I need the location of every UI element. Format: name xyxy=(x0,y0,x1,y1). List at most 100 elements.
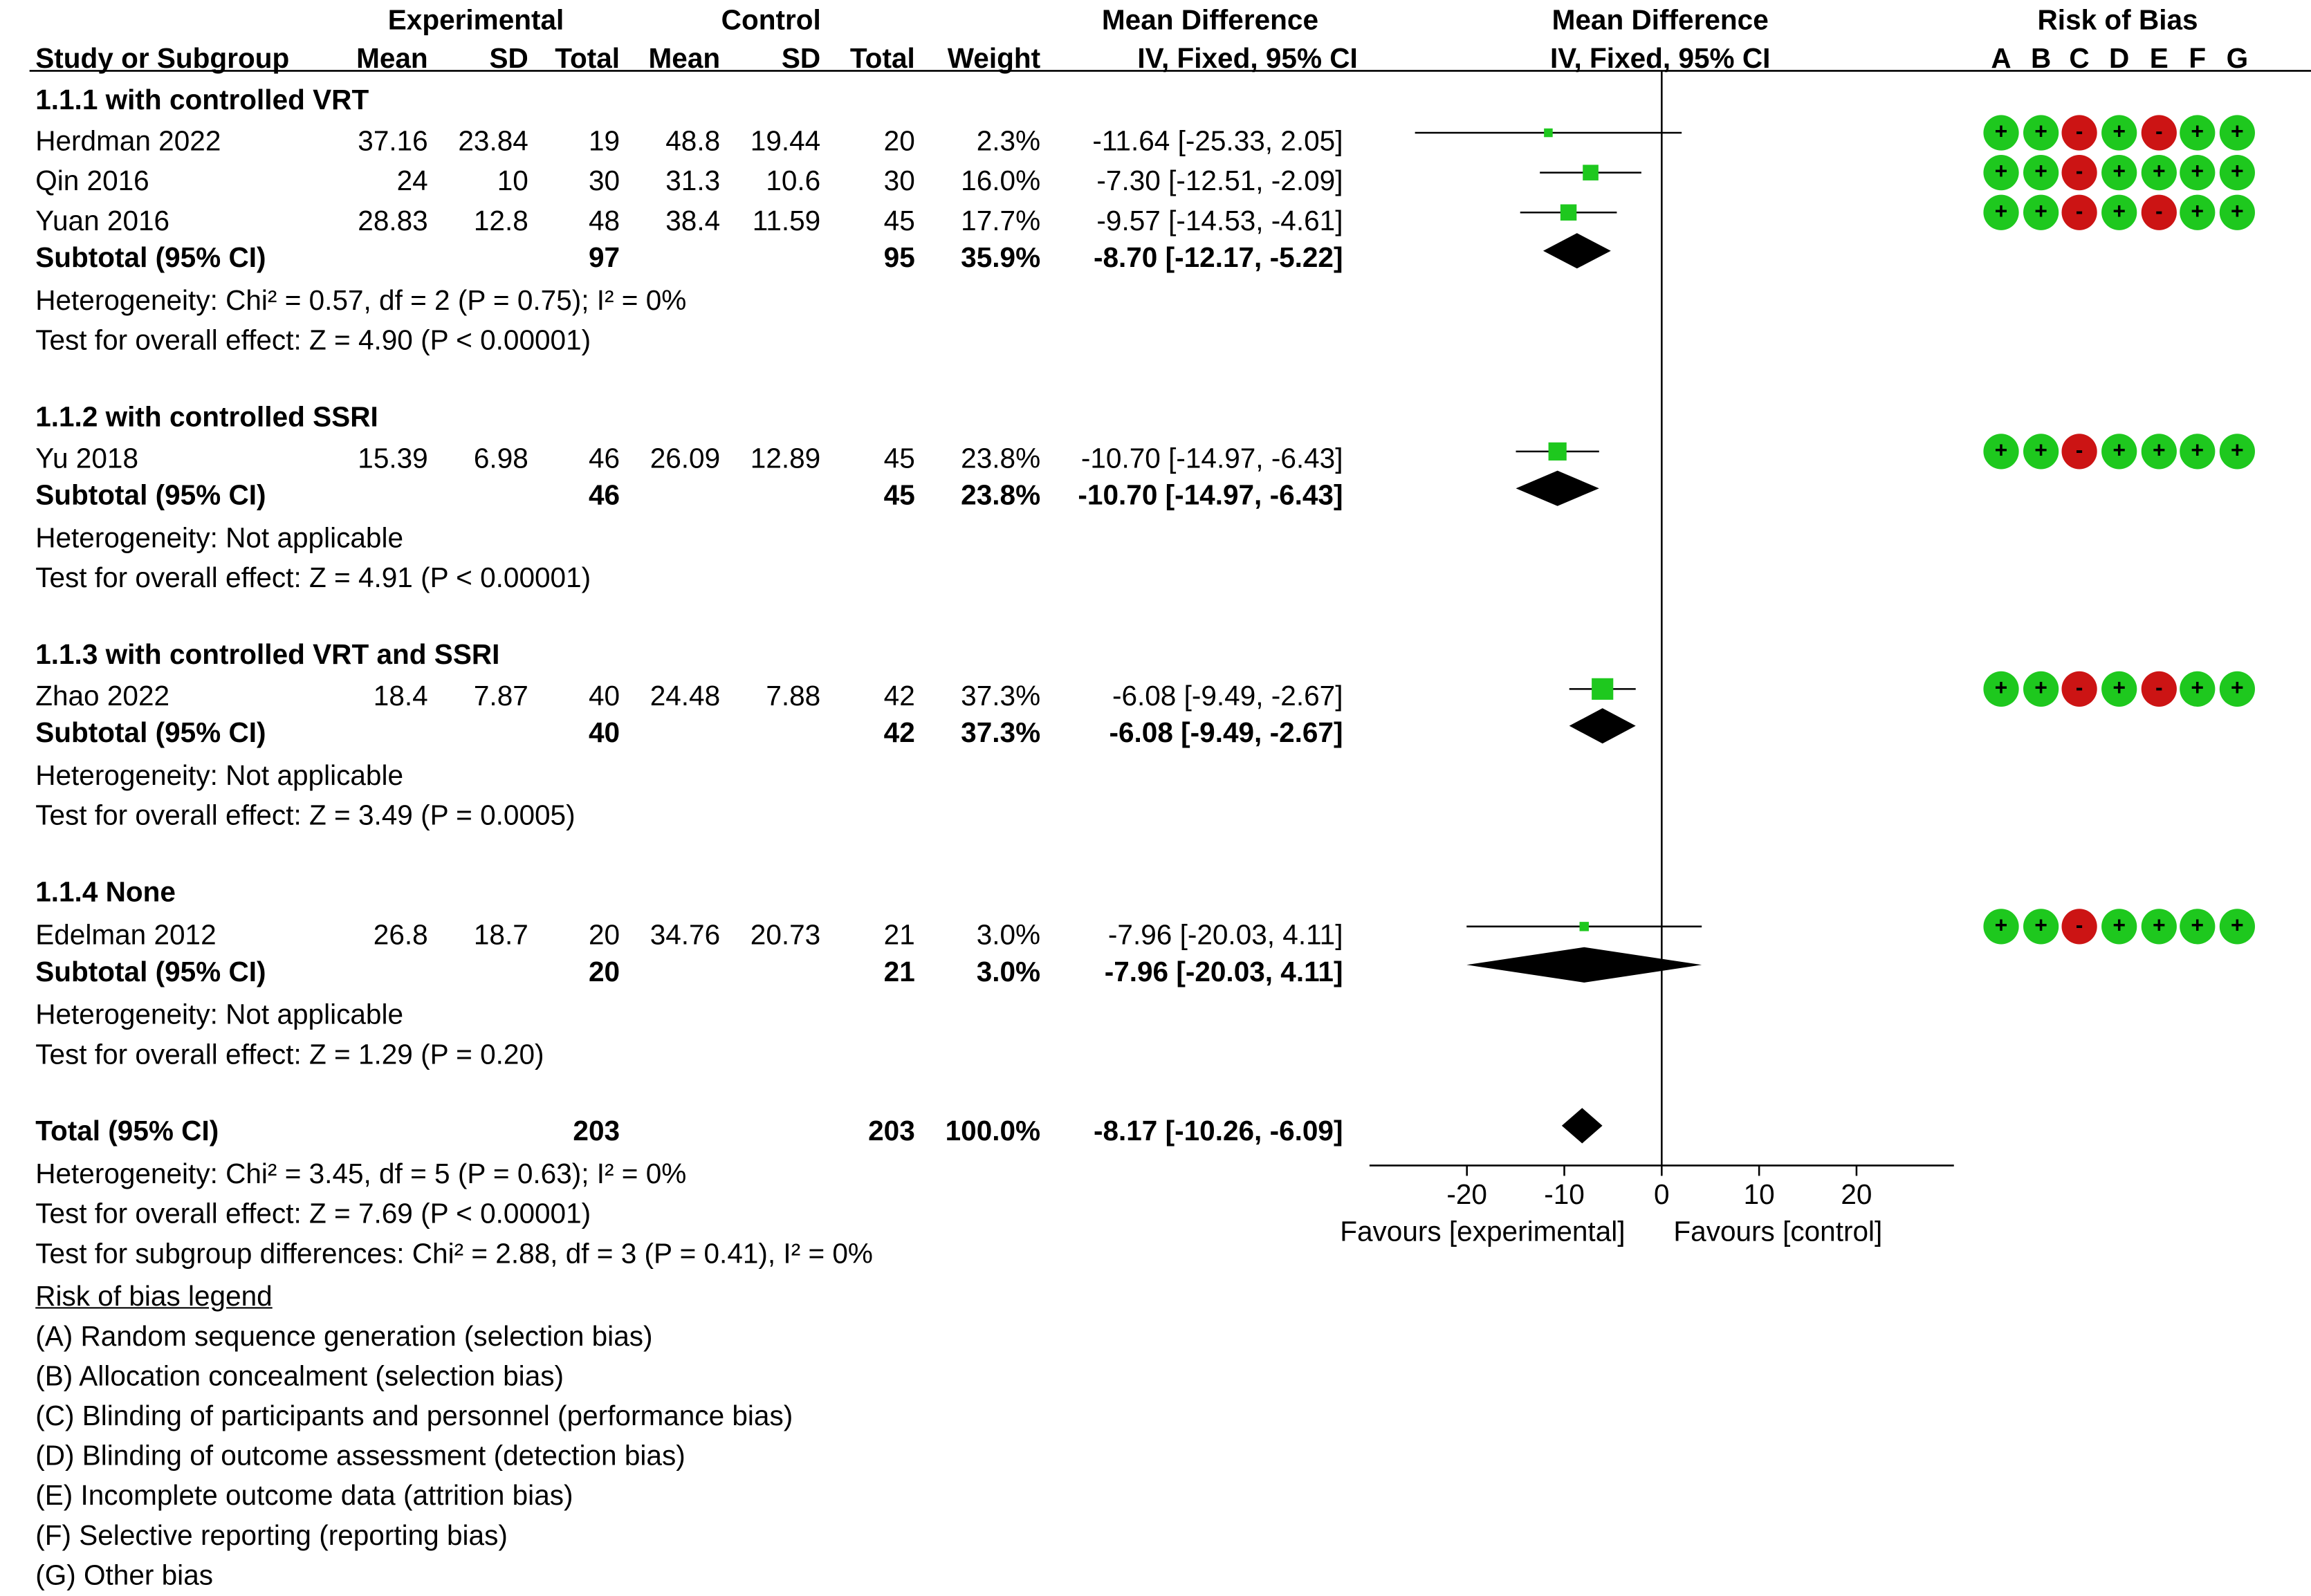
exp-sd: 10 xyxy=(497,167,528,198)
low-risk-dot: + xyxy=(2101,909,2137,945)
plot-method-header: IV, Fixed, 95% CI xyxy=(1549,44,1771,75)
ctrl-mean: 24.48 xyxy=(650,681,721,713)
ctrl-sd: 11.59 xyxy=(752,206,821,238)
low-risk-dot: + xyxy=(1983,909,2019,945)
effect-marker xyxy=(1548,442,1567,461)
subtotal-ci: -8.70 [-12.17, -5.22] xyxy=(1093,243,1343,275)
exp-sd: 7.87 xyxy=(473,681,528,713)
subtotal-weight: 3.0% xyxy=(976,957,1041,989)
mean-diff-ci: -10.70 [-14.97, -6.43] xyxy=(1080,444,1343,475)
subtotal-label: Subtotal (95% CI) xyxy=(35,481,266,512)
low-risk-dot: + xyxy=(1983,115,2019,151)
pooled-diamond xyxy=(1466,947,1702,983)
study-name: Herdman 2022 xyxy=(35,127,221,158)
total-ctrl-total: 203 xyxy=(868,1117,915,1148)
subgroup-title: 1.1.4 None xyxy=(35,878,176,909)
high-risk-dot: - xyxy=(2061,671,2097,707)
ctrl-total: 45 xyxy=(883,206,915,238)
exp-mean: 28.83 xyxy=(358,206,428,238)
low-risk-dot: + xyxy=(2180,909,2216,945)
study-name: Yu 2018 xyxy=(35,444,139,475)
study-column-header: Study or Subgroup xyxy=(35,44,290,75)
effect-marker xyxy=(1583,165,1599,180)
high-risk-dot: - xyxy=(2061,155,2097,191)
study-name: Edelman 2012 xyxy=(35,920,217,952)
effect-marker xyxy=(1560,204,1577,221)
exp-total: 46 xyxy=(588,444,620,475)
subgroup-title: 1.1.1 with controlled VRT xyxy=(35,85,369,117)
exp-total-header: Total xyxy=(555,44,620,75)
effect-marker xyxy=(1592,678,1614,700)
exp-mean: 15.39 xyxy=(358,444,428,475)
mean-diff-ci: -6.08 [-9.49, -2.67] xyxy=(1112,681,1343,713)
rob-legend-item-a: (A) Random sequence generation (selectio… xyxy=(35,1321,653,1353)
low-risk-dot: + xyxy=(2023,671,2059,707)
ctrl-mean: 26.09 xyxy=(650,444,721,475)
subtotal-ctrl-total: 21 xyxy=(883,957,915,989)
ctrl-mean-header: Mean xyxy=(648,44,721,75)
x-tick-label: 20 xyxy=(1841,1178,1872,1210)
ctrl-total: 42 xyxy=(883,681,915,713)
method-header: IV, Fixed, 95% CI xyxy=(1137,44,1358,75)
heterogeneity-text: Heterogeneity: Not applicable xyxy=(35,523,404,555)
mean-diff-ci: -11.64 [-25.33, 2.05] xyxy=(1092,127,1343,158)
x-tick-label: 0 xyxy=(1654,1178,1670,1210)
experimental-header: Experimental xyxy=(387,6,564,37)
ctrl-mean: 34.76 xyxy=(650,920,721,952)
low-risk-dot: + xyxy=(2141,909,2177,945)
weight: 16.0% xyxy=(961,167,1041,198)
x-label-favours-control: Favours [control] xyxy=(1673,1217,1883,1248)
subgroup-title: 1.1.3 with controlled VRT and SSRI xyxy=(35,640,500,671)
subtotal-label: Subtotal (95% CI) xyxy=(35,957,266,989)
exp-total: 30 xyxy=(588,167,620,198)
high-risk-dot: - xyxy=(2141,671,2177,707)
rob-letter-c: C xyxy=(2069,44,2090,75)
high-risk-dot: - xyxy=(2061,115,2097,151)
pooled-diamond xyxy=(1543,233,1611,269)
total-overall-effect-text: Test for overall effect: Z = 7.69 (P < 0… xyxy=(35,1199,591,1231)
low-risk-dot: + xyxy=(2023,115,2059,151)
overall-effect-text: Test for overall effect: Z = 4.91 (P < 0… xyxy=(35,563,591,595)
high-risk-dot: - xyxy=(2061,434,2097,470)
ctrl-mean: 48.8 xyxy=(665,127,721,158)
effect-marker xyxy=(1579,922,1589,931)
subtotal-exp-total: 40 xyxy=(588,718,620,750)
subgroup-differences-text: Test for subgroup differences: Chi² = 2.… xyxy=(35,1239,873,1270)
effect-marker xyxy=(1544,128,1553,138)
subtotal-weight: 37.3% xyxy=(961,718,1041,750)
exp-mean: 37.16 xyxy=(358,127,428,158)
low-risk-dot: + xyxy=(2180,434,2216,470)
low-risk-dot: + xyxy=(2180,155,2216,191)
low-risk-dot: + xyxy=(2023,434,2059,470)
high-risk-dot: - xyxy=(2061,909,2097,945)
rob-legend-title: Risk of bias legend xyxy=(35,1282,273,1313)
subtotal-label: Subtotal (95% CI) xyxy=(35,243,266,275)
heterogeneity-text: Heterogeneity: Chi² = 0.57, df = 2 (P = … xyxy=(35,286,687,317)
subtotal-weight: 23.8% xyxy=(961,481,1041,512)
low-risk-dot: + xyxy=(2101,155,2137,191)
overall-effect-text: Test for overall effect: Z = 4.90 (P < 0… xyxy=(35,326,591,358)
exp-sd: 12.8 xyxy=(473,206,528,238)
low-risk-dot: + xyxy=(2101,434,2137,470)
low-risk-dot: + xyxy=(2219,194,2255,230)
exp-mean-header: Mean xyxy=(356,44,428,75)
low-risk-dot: + xyxy=(1983,671,2019,707)
low-risk-dot: + xyxy=(2101,671,2137,707)
pooled-diamond xyxy=(1516,470,1599,506)
rob-letter-b: B xyxy=(2030,44,2052,75)
ctrl-sd: 20.73 xyxy=(750,920,821,952)
x-tick-label: -10 xyxy=(1544,1178,1585,1210)
overall-effect-text: Test for overall effect: Z = 1.29 (P = 0… xyxy=(35,1040,544,1071)
heterogeneity-text: Heterogeneity: Not applicable xyxy=(35,761,404,792)
ctrl-total: 21 xyxy=(883,920,915,952)
low-risk-dot: + xyxy=(2101,115,2137,151)
weight: 3.0% xyxy=(976,920,1041,952)
weight: 17.7% xyxy=(961,206,1041,238)
x-tick-label: 10 xyxy=(1744,1178,1775,1210)
subtotal-label: Subtotal (95% CI) xyxy=(35,718,266,750)
low-risk-dot: + xyxy=(2141,434,2177,470)
plot-header: Mean Difference xyxy=(1552,6,1769,37)
total-label: Total (95% CI) xyxy=(35,1117,219,1148)
low-risk-dot: + xyxy=(1983,155,2019,191)
ctrl-sd: 19.44 xyxy=(750,127,821,158)
